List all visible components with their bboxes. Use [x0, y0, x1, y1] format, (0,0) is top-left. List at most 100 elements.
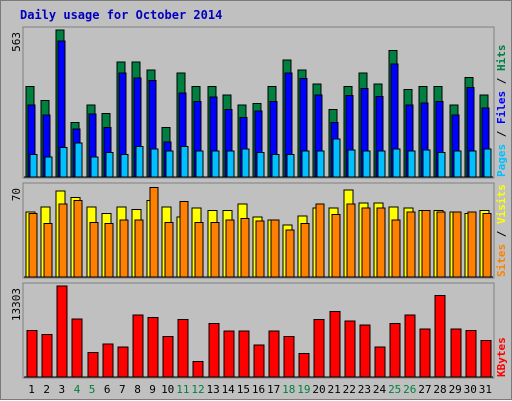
- x-tick-label: 9: [149, 383, 156, 396]
- sites-bar: Day 31 Sites 49: [482, 212, 492, 278]
- pages-bar: Day 16 Pages 94: [256, 151, 265, 178]
- hits-files-pages-plot-border: [22, 26, 495, 179]
- sites-bar: Day 24 Sites 53: [376, 207, 386, 278]
- kbytes-bar: Day 22 KBytes 8200: [344, 320, 356, 378]
- kbytes-bar: Day 21 KBytes 9600: [329, 310, 341, 378]
- sites-bar: Day 11 Sites 58: [179, 201, 189, 278]
- pages-bar: Day 12 Pages 99: [195, 150, 204, 178]
- x-tick-label: 6: [104, 383, 111, 396]
- kbytes-ymax-label: 13303: [10, 288, 23, 321]
- side-label-sites: Sites: [495, 244, 508, 277]
- kbytes-plot-border: [22, 282, 495, 379]
- kbytes-bar: Day 17 KBytes 6700: [268, 330, 280, 378]
- sites-bar: Day 14 Sites 44: [225, 219, 235, 278]
- sites-bar: Day 28 Sites 50: [436, 211, 446, 278]
- kbytes-bar: Day 5 KBytes 3600: [87, 351, 99, 378]
- pages-bar: Day 29 Pages 99: [453, 150, 462, 178]
- x-tick-label: 14: [222, 383, 236, 396]
- kbytes-panel: 13303 KBytes Day 1 KBytes 6800Day 2 KBytes…: [10, 282, 508, 379]
- x-tick-label: 22: [343, 383, 356, 396]
- pages-bar: Day 5 Pages 77: [90, 156, 99, 178]
- kbytes-bar: Day 30 KBytes 6800: [465, 329, 477, 378]
- x-tick-label: 21: [327, 383, 340, 396]
- kbytes-bar: Day 26 KBytes 9100: [404, 314, 416, 378]
- x-tick-label: 17: [267, 383, 280, 396]
- x-tick-label: 4: [74, 383, 81, 396]
- sites-bar: Day 22 Sites 56: [346, 203, 356, 278]
- sites-bar: Day 21 Sites 48: [331, 214, 341, 278]
- x-tick-label: 3: [58, 383, 65, 396]
- chart-title: Daily usage for October 2014: [20, 8, 222, 22]
- sites-bar: Day 25 Sites 44: [391, 219, 401, 278]
- side-label-pages: Pages: [495, 144, 508, 177]
- sites-bar: Day 16 Sites 43: [255, 220, 265, 278]
- kbytes-bar: Day 23 KBytes 7600: [359, 324, 371, 378]
- pages-bar: Day 26 Pages 99: [407, 150, 416, 178]
- pages-bar: Day 31 Pages 108: [483, 148, 492, 178]
- pages-bar: Day 24 Pages 99: [377, 150, 386, 178]
- kbytes-bar: Day 29 KBytes 7000: [450, 328, 462, 378]
- pages-bar: Day 7 Pages 86: [120, 154, 129, 178]
- x-tick-label: 8: [134, 383, 141, 396]
- kbytes-bar: Day 8 KBytes 9100: [132, 314, 144, 378]
- x-axis-day-labels: 1 2 3 4 5 6 7 8 9 10 11 12 13 14 15 16 17 18 19 20 21 22 23 24 2…: [28, 383, 492, 396]
- kbytes-bar: Day 24 KBytes 4400: [374, 346, 386, 378]
- sites-bar: Day 9 Sites 69: [149, 186, 159, 278]
- sites-bar: Day 27 Sites 51: [421, 210, 431, 278]
- kbytes-bar: Day 14 KBytes 6700: [223, 330, 235, 378]
- kbytes-bar: Day 28 KBytes 11900: [434, 295, 446, 378]
- kbytes-bar: Day 16 KBytes 4700: [253, 344, 265, 378]
- kbytes-bar: Day 2 KBytes 6200: [41, 334, 53, 378]
- x-tick-label: 11: [176, 383, 189, 396]
- sites-bar: Day 8 Sites 44: [134, 219, 144, 278]
- pages-bar: Day 9 Pages 108: [150, 148, 159, 178]
- pages-bar: Day 15 Pages 108: [241, 148, 250, 178]
- sites-bar: Day 17 Sites 44: [270, 219, 280, 278]
- sites-bar: Day 7 Sites 44: [119, 219, 129, 278]
- sites-bar: Day 10 Sites 42: [164, 221, 174, 278]
- sites-bar: Day 2 Sites 41: [43, 223, 53, 278]
- sites-bar: Day 6 Sites 41: [104, 223, 114, 278]
- x-tick-label: 27: [418, 383, 431, 396]
- x-tick-label: 5: [89, 383, 96, 396]
- pages-bar: Day 20 Pages 99: [316, 150, 325, 178]
- side-label-files: Files: [495, 91, 508, 124]
- pages-bar: Day 14 Pages 99: [226, 150, 235, 178]
- x-tick-label: 28: [433, 383, 446, 396]
- pages-bar: Day 6 Pages 94: [105, 151, 114, 178]
- kbytes-bar: Day 1 KBytes 6800: [26, 329, 38, 378]
- visits-sites-plot-border: [22, 182, 495, 279]
- kbytes-bar: Day 12 KBytes 2300: [192, 360, 204, 378]
- kbytes-bar: Day 20 KBytes 8400: [313, 319, 325, 378]
- x-tick-label: 30: [464, 383, 477, 396]
- pages-bar: Day 13 Pages 99: [211, 150, 220, 178]
- sites-bar: Day 18 Sites 36: [285, 229, 295, 278]
- pages-bar: Day 11 Pages 117: [180, 145, 189, 178]
- kbytes-bar: Day 18 KBytes 5900: [283, 336, 295, 378]
- sites-bar: Day 12 Sites 42: [194, 221, 204, 278]
- pages-bar: Day 22 Pages 104: [347, 149, 356, 178]
- x-tick-label: 23: [358, 383, 371, 396]
- visits-sites-side-label: Sites / Visits: [495, 184, 508, 277]
- kbytes-side-label: KBytes: [495, 337, 508, 377]
- pages-bar: Day 28 Pages 94: [437, 151, 446, 178]
- kbytes-bar: Day 25 KBytes 7800: [389, 323, 401, 378]
- x-tick-label: 12: [191, 383, 204, 396]
- x-tick-label: 20: [312, 383, 325, 396]
- side-label-kbytes: KBytes: [495, 337, 508, 377]
- x-tick-label: 31: [479, 383, 492, 396]
- pages-bar: Day 17 Pages 86: [271, 154, 280, 178]
- sites-bar: Day 20 Sites 56: [315, 203, 325, 278]
- kbytes-bar: Day 19 KBytes 3400: [298, 353, 310, 378]
- x-tick-label: 15: [237, 383, 250, 396]
- x-tick-label: 10: [161, 383, 174, 396]
- pages-bar: Day 18 Pages 86: [286, 154, 295, 178]
- pages-bar: Day 4 Pages 130: [74, 142, 83, 178]
- pages-bar: Day 8 Pages 117: [135, 145, 144, 178]
- sites-bar: Day 15 Sites 45: [240, 218, 250, 278]
- pages-bar: Day 27 Pages 104: [422, 149, 431, 178]
- sites-bar: Day 1 Sites 49: [28, 212, 38, 278]
